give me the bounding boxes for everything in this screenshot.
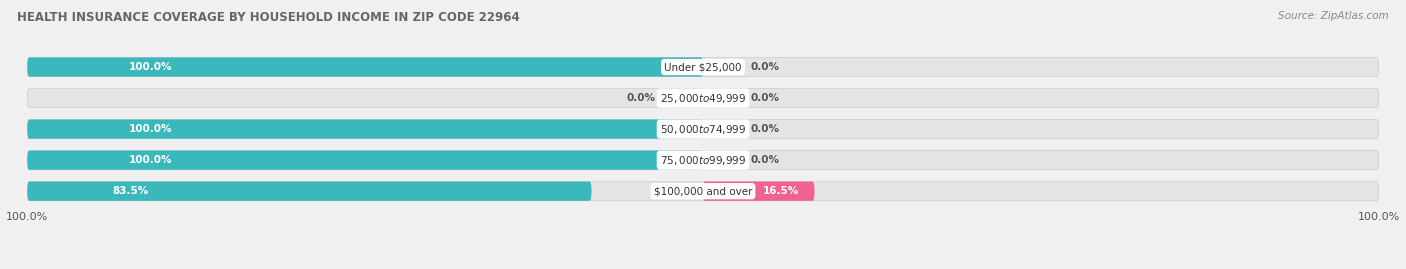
Text: $25,000 to $49,999: $25,000 to $49,999 [659,91,747,105]
Text: 0.0%: 0.0% [751,124,779,134]
FancyBboxPatch shape [27,119,1379,139]
Text: 0.0%: 0.0% [627,93,655,103]
FancyBboxPatch shape [27,151,1379,170]
Text: 100.0%: 100.0% [129,155,172,165]
FancyBboxPatch shape [27,151,703,170]
Text: 83.5%: 83.5% [112,186,148,196]
Text: 0.0%: 0.0% [751,62,779,72]
Text: 0.0%: 0.0% [751,93,779,103]
FancyBboxPatch shape [27,57,1379,77]
FancyBboxPatch shape [27,182,592,201]
Text: $100,000 and over: $100,000 and over [654,186,752,196]
Text: Source: ZipAtlas.com: Source: ZipAtlas.com [1278,11,1389,21]
Text: 16.5%: 16.5% [763,186,799,196]
Text: 100.0%: 100.0% [6,212,48,222]
FancyBboxPatch shape [27,57,703,77]
FancyBboxPatch shape [669,89,703,108]
Text: $50,000 to $74,999: $50,000 to $74,999 [659,123,747,136]
Text: Under $25,000: Under $25,000 [664,62,742,72]
Text: 0.0%: 0.0% [751,155,779,165]
FancyBboxPatch shape [27,89,1379,108]
FancyBboxPatch shape [27,119,703,139]
Text: 100.0%: 100.0% [129,62,172,72]
Text: $75,000 to $99,999: $75,000 to $99,999 [659,154,747,167]
Text: HEALTH INSURANCE COVERAGE BY HOUSEHOLD INCOME IN ZIP CODE 22964: HEALTH INSURANCE COVERAGE BY HOUSEHOLD I… [17,11,520,24]
Text: 100.0%: 100.0% [129,124,172,134]
FancyBboxPatch shape [27,182,1379,201]
FancyBboxPatch shape [703,182,814,201]
Text: 100.0%: 100.0% [1358,212,1400,222]
